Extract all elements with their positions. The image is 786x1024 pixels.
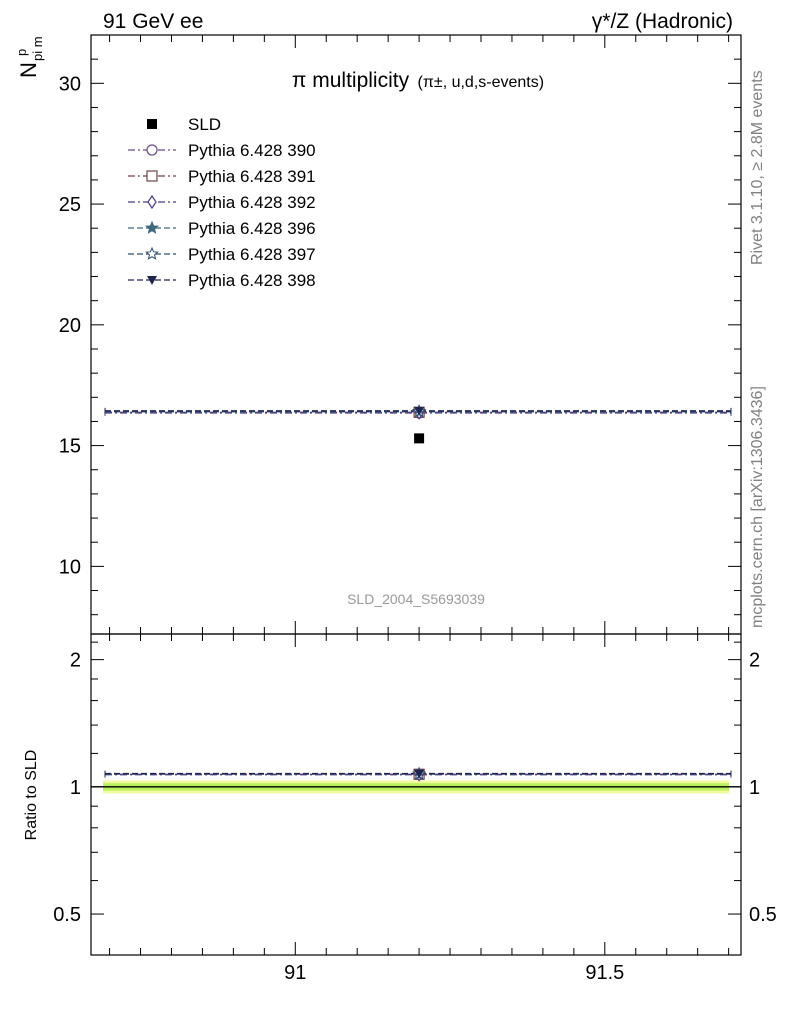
ratio-frame [90, 633, 742, 956]
legend-label: Pythia 6.428 398 [188, 271, 316, 290]
legend-marker [146, 170, 158, 182]
main-plot-title: π multiplicity (π±, u,d,s-events) [292, 69, 544, 92]
main-y-tick-label: 15 [59, 436, 81, 458]
main-series-marker [414, 406, 425, 416]
legend-marker [147, 194, 157, 210]
legend-label: Pythia 6.428 391 [188, 167, 316, 186]
ratio-x-tick-label: 91 [284, 962, 306, 984]
ratio-series-marker [414, 769, 425, 779]
legend-marker [147, 119, 157, 129]
legend-label: Pythia 6.428 390 [188, 141, 316, 160]
ratio-panel: 0.5 0.5 1 1 2 2 91 91.5 [53, 633, 777, 984]
main-y-axis-sublabel-group: pi m [30, 36, 45, 61]
header-left-label: 91 GeV ee [103, 10, 203, 33]
main-y-label-subscript: pi m [30, 36, 45, 61]
main-y-axis-label-group: N p [14, 49, 41, 78]
legend: SLD Pythia 6.428 390 Pythia 6.428 391 Pythi… [128, 115, 316, 290]
main-y-tick-label: 30 [59, 73, 81, 95]
mcplots-label: mcplots.cern.ch [arXiv:1306.3436] [749, 386, 766, 628]
legend-label: SLD [188, 115, 221, 134]
ratio-y-tick-label-left: 2 [70, 650, 81, 672]
main-y-tick-label: 25 [59, 194, 81, 216]
ratio-y-tick-label-right: 0.5 [749, 904, 777, 926]
legend-label: Pythia 6.428 396 [188, 219, 316, 238]
legend-label: Pythia 6.428 392 [188, 193, 316, 212]
legend-marker [145, 220, 159, 234]
rivet-version-label: Rivet 3.1.10, ≥ 2.8M events [749, 70, 766, 265]
legend-marker [145, 246, 159, 260]
main-y-tick-label: 10 [59, 556, 81, 578]
legend-marker [146, 144, 158, 156]
main-y-tick-label: 20 [59, 315, 81, 337]
ratio-y-tick-label-left: 0.5 [53, 904, 81, 926]
main-series-marker [414, 433, 425, 444]
ratio-y-tick-label-left: 1 [70, 777, 81, 799]
main-panel: 10 15 20 25 30 [59, 34, 742, 635]
legend-marker [147, 276, 157, 285]
main-title-subtext: (π±, u,d,s-events) [418, 74, 545, 91]
main-y-label-base: N [16, 62, 41, 78]
ratio-y-tick-label-right: 1 [749, 777, 760, 799]
main-title-text: π multiplicity [292, 69, 410, 92]
ratio-y-axis-label: Ratio to SLD [23, 750, 40, 841]
ratio-y-tick-label-right: 2 [749, 650, 760, 672]
legend-label: Pythia 6.428 397 [188, 245, 316, 264]
analysis-watermark: SLD_2004_S5693039 [347, 591, 485, 607]
main-y-axis-label: N p [14, 49, 41, 78]
header-right-label: γ*/Z (Hadronic) [592, 10, 733, 33]
ratio-x-tick-label: 91.5 [585, 962, 624, 984]
main-y-label-superscript: p [14, 49, 29, 56]
